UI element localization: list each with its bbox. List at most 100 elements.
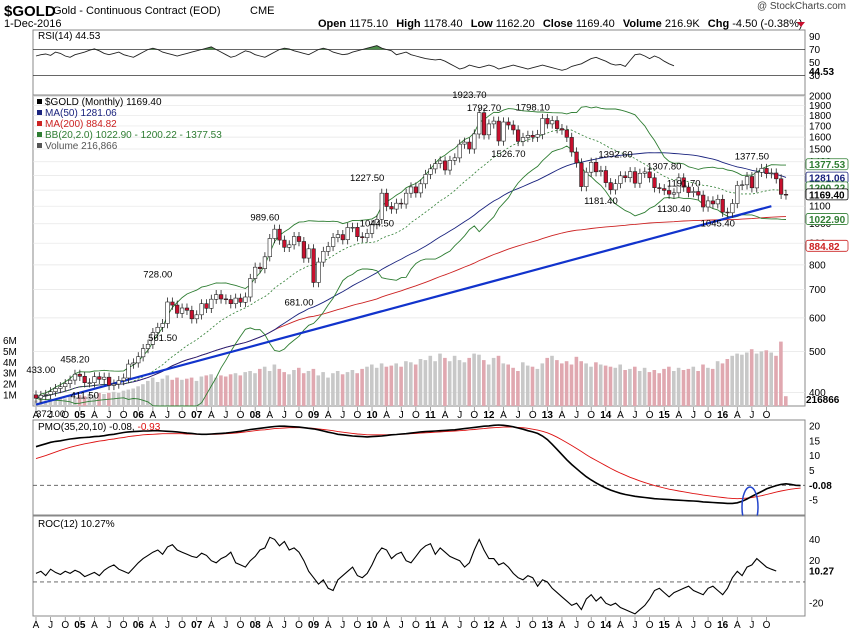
volume-bar: [691, 366, 696, 406]
price-tick-label: 1900: [809, 101, 832, 112]
candle-body: [253, 266, 258, 279]
candle-body: [38, 395, 43, 399]
time-label: O: [704, 620, 712, 631]
candle-body: [452, 157, 457, 161]
volume-bar: [399, 366, 403, 406]
time-label: J: [574, 410, 579, 421]
volume-bar: [676, 367, 681, 406]
candle-body: [291, 236, 297, 246]
time-label: 15: [659, 620, 671, 631]
time-label: J: [282, 620, 287, 631]
candle-body: [77, 373, 82, 377]
price-last-value-box: [805, 158, 849, 171]
candle-body: [326, 246, 331, 252]
candle-body: [136, 356, 141, 364]
volume-tick-label: 6M: [3, 336, 17, 347]
pmo-series: [35, 424, 801, 505]
volume-bar: [262, 366, 267, 406]
time-label: 13: [542, 620, 554, 631]
price-tick-label: 700: [809, 285, 826, 296]
instrument-name: Gold - Continuous Contract (EOD): [53, 5, 221, 17]
volume-bar: [126, 389, 131, 406]
exchange-label: CME: [250, 5, 274, 17]
candle-body: [481, 112, 487, 136]
volume-bar: [452, 355, 457, 406]
volume-bar: [749, 349, 754, 406]
time-label: A: [150, 620, 157, 631]
time-label: A: [91, 620, 98, 631]
price-extreme-label: 1044.50: [360, 219, 394, 230]
volume-bar: [477, 354, 481, 406]
time-label: 16: [717, 620, 729, 631]
volume-bars: [34, 341, 788, 406]
volume-bar: [136, 386, 140, 406]
time-label: O: [237, 410, 245, 421]
volume-bar: [759, 351, 764, 406]
volume-bar: [360, 368, 364, 406]
volume-bar: [311, 368, 316, 406]
time-label: J: [691, 620, 696, 631]
volume-bar: [496, 355, 501, 406]
volume-bar: [696, 371, 700, 406]
candle-body: [145, 343, 151, 349]
volume-bar: [438, 353, 442, 406]
time-label: O: [470, 410, 478, 421]
candle-body: [301, 241, 307, 259]
volume-bar: [121, 390, 126, 406]
volume-bar: [764, 350, 769, 406]
candle-body: [608, 182, 613, 191]
volume-bar: [482, 360, 486, 406]
candle-body: [92, 376, 97, 384]
time-label: O: [61, 620, 69, 631]
candle-body: [486, 123, 492, 136]
pmo-line: [35, 424, 801, 505]
time-label: J: [574, 620, 579, 631]
candle-body: [219, 294, 224, 300]
bollinger-mid-line: [35, 128, 787, 399]
pmo-signal-line: [35, 426, 801, 500]
candle-body: [554, 120, 560, 129]
time-label: O: [354, 410, 362, 421]
volume-bar: [540, 363, 545, 406]
time-label: A: [383, 620, 390, 631]
volume-bar: [715, 361, 720, 406]
candle-body: [102, 376, 107, 380]
time-label: O: [529, 620, 537, 631]
volume-bar: [667, 366, 671, 406]
candle-body: [394, 202, 399, 210]
candle-body: [340, 234, 345, 241]
time-label: O: [178, 620, 186, 631]
candle-body: [730, 203, 735, 214]
time-label: A: [383, 410, 390, 421]
stockcharts-watermark: @ StockCharts.com: [757, 1, 846, 12]
volume-bar: [335, 371, 340, 406]
candle-body: [287, 244, 292, 248]
candle-body: [438, 160, 443, 164]
volume-bar: [428, 355, 433, 406]
candle-body: [165, 301, 170, 324]
candle-body: [491, 120, 496, 125]
candle-body: [82, 375, 87, 383]
time-label: O: [412, 620, 420, 631]
candle-body: [754, 172, 759, 189]
candle-body: [389, 206, 394, 210]
candle-body: [642, 171, 647, 174]
time-label: O: [295, 620, 303, 631]
time-label: J: [340, 410, 345, 421]
volume-tick-label: 1M: [3, 391, 17, 402]
rsi-tick-label: 30: [809, 71, 821, 82]
candle-body: [657, 187, 662, 189]
time-label: O: [178, 410, 186, 421]
volume-bar: [657, 373, 661, 406]
candle-body: [715, 199, 720, 205]
volume-bar: [379, 363, 384, 406]
candle-body: [423, 174, 428, 185]
time-label: A: [266, 410, 273, 421]
candle-body: [418, 183, 423, 194]
price-extreme-label: 1798.10: [516, 103, 550, 114]
candle-body: [141, 348, 146, 358]
volume-bar: [784, 396, 788, 406]
candle-body: [477, 112, 482, 135]
